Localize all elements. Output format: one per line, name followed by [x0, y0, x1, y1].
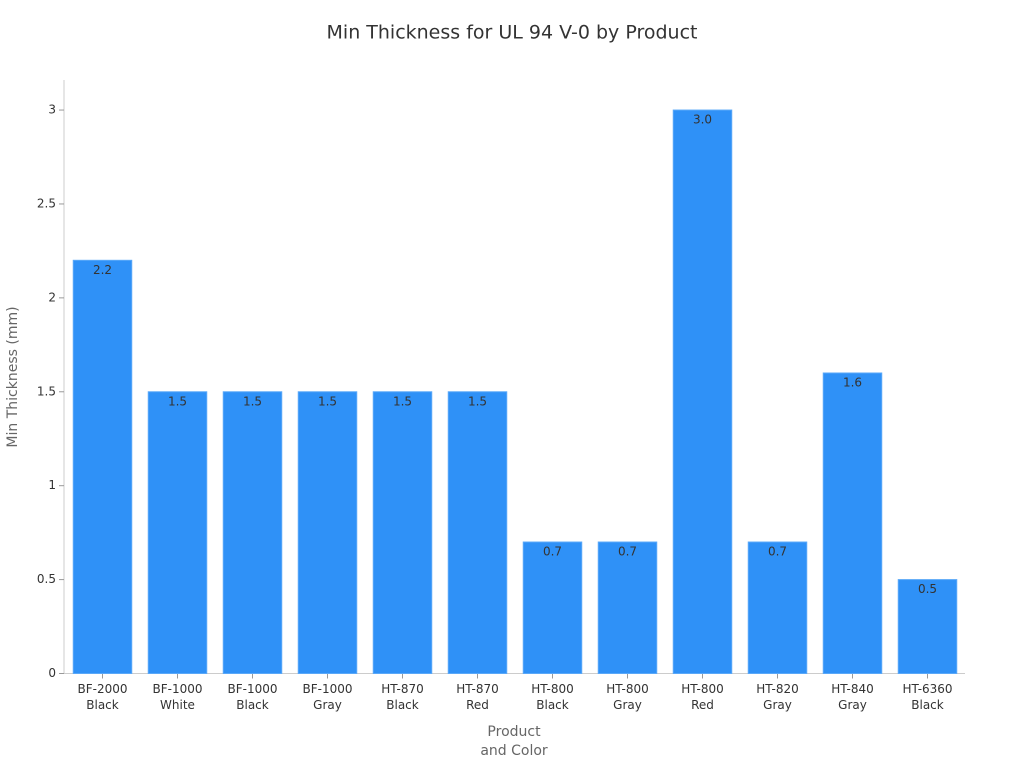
bar [447, 391, 508, 674]
value-label: 3.0 [693, 113, 712, 127]
bar [897, 579, 958, 675]
value-label: 1.6 [843, 375, 862, 389]
x-tick-label: HT-840 Gray [831, 682, 874, 712]
bar [597, 541, 658, 675]
chart-title: Min Thickness for UL 94 V-0 by Product [327, 22, 698, 44]
value-label: 2.2 [93, 263, 112, 277]
x-tick-label: BF-1000 Gray [302, 682, 352, 712]
bar [822, 372, 883, 674]
value-label: 1.5 [318, 394, 337, 408]
y-tick-label: 3 [48, 103, 56, 117]
bar [672, 109, 733, 674]
x-tick-label: HT-870 Black [381, 682, 424, 712]
y-tick-label: 0.5 [37, 572, 56, 586]
x-tick-label: HT-6360 Black [902, 682, 952, 712]
value-label: 1.5 [168, 394, 187, 408]
y-tick-label: 2.5 [37, 196, 56, 210]
value-label: 0.7 [543, 545, 562, 559]
value-label: 0.7 [618, 545, 637, 559]
x-tick-label: BF-1000 White [152, 682, 202, 712]
x-tick-label: HT-820 Gray [756, 682, 799, 712]
x-tick-label: BF-2000 Black [77, 682, 127, 712]
y-tick-label: 0 [48, 666, 56, 680]
bar [522, 541, 583, 675]
y-tick-label: 2 [48, 290, 56, 304]
x-tick-label: HT-870 Red [456, 682, 499, 712]
bar [297, 391, 358, 674]
value-label: 0.5 [918, 582, 937, 596]
y-tick-label: 1 [48, 478, 56, 492]
bar [72, 259, 133, 674]
y-axis-label: Min Thickness (mm) [5, 306, 21, 447]
x-tick-label: HT-800 Gray [606, 682, 649, 712]
y-tick-label: 1.5 [37, 384, 56, 398]
x-tick-label: HT-800 Black [531, 682, 574, 712]
value-label: 1.5 [468, 394, 487, 408]
bar [147, 391, 208, 674]
bar [372, 391, 433, 674]
bar [747, 541, 808, 675]
x-tick-label: BF-1000 Black [227, 682, 277, 712]
x-tick-label: HT-800 Red [681, 682, 724, 712]
x-axis-label: Product and Color [480, 724, 548, 759]
bar [222, 391, 283, 674]
value-label: 0.7 [768, 545, 787, 559]
value-label: 1.5 [243, 394, 262, 408]
value-label: 1.5 [393, 394, 412, 408]
